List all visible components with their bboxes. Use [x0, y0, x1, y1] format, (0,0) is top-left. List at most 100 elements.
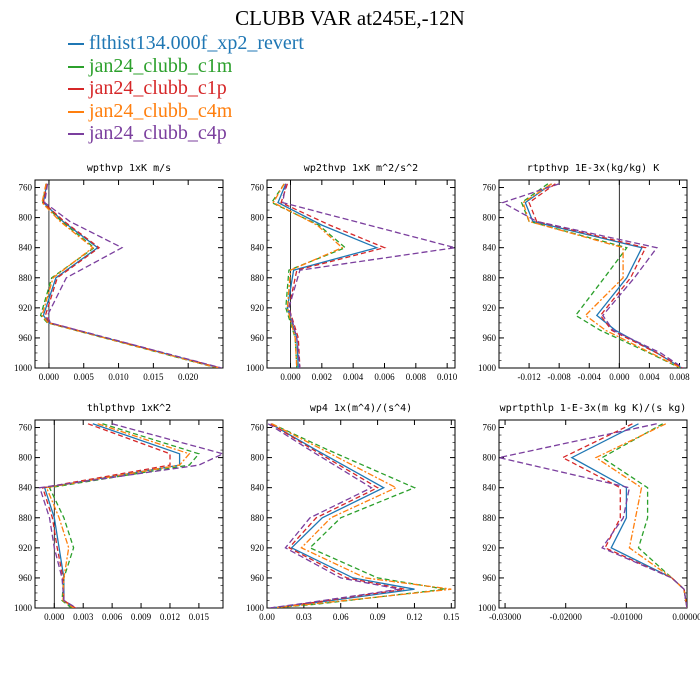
- series-line-c2: [270, 183, 347, 368]
- y-tick-label: 760: [483, 183, 497, 193]
- x-tick-label: 0.010: [108, 372, 129, 382]
- legend-label: jan24_clubb_c1p: [89, 77, 227, 99]
- chart-panel: thlpthvp 1xK^2 760 800 840 880 920 960 1000 0.00…: [14, 403, 224, 622]
- chart-panel: wpthvp 1xK m/s 760 800 840 880 920 960 1000 0.00…: [14, 163, 224, 382]
- y-tick-label: 840: [483, 483, 497, 493]
- y-tick-label: 800: [251, 213, 265, 223]
- y-tick-label: 920: [251, 303, 265, 313]
- legend-item: flthist134.000f_xp2_revert: [68, 32, 304, 55]
- series-line-c3: [270, 423, 405, 608]
- y-tick-label: 760: [251, 423, 265, 433]
- series-line-c5: [43, 183, 222, 368]
- x-tick-label: 0.004: [639, 372, 660, 382]
- series-line-c4: [522, 183, 682, 368]
- chart-title: wp2thvp 1xK m^2/s^2: [304, 163, 418, 174]
- plot-frame: [498, 179, 688, 369]
- chart-panel: rtpthvp 1E-3x(kg/kg) K 760 800 840 880 920 960…: [478, 163, 690, 382]
- y-tick-label: 800: [251, 453, 265, 463]
- chart-title: thlpthvp 1xK^2: [87, 403, 171, 414]
- chart-title: wprtpthlp 1-E-3x(m kg K)/(s kg): [500, 403, 687, 414]
- legend-item: jan24_clubb_c4p: [68, 122, 304, 145]
- x-tick-label: 0.020: [178, 372, 199, 382]
- series-line-c5: [281, 183, 455, 368]
- y-tick-label: 880: [251, 513, 265, 523]
- x-tick-label: 0.000: [609, 372, 630, 382]
- plot-frame: [266, 419, 456, 609]
- page-title: CLUBB VAR at245E,-12N: [235, 6, 465, 30]
- x-tick-label: 0.002: [312, 372, 332, 382]
- y-tick-label: 880: [483, 273, 497, 283]
- series-line-c2: [39, 183, 218, 368]
- x-tick-label: 0.005: [74, 372, 95, 382]
- x-tick-label: 0.006: [374, 372, 395, 382]
- series-line-c5: [499, 423, 687, 608]
- x-tick-label: 0.004: [343, 372, 364, 382]
- series-line-c2: [48, 423, 201, 608]
- series-line-c1: [43, 423, 181, 608]
- legend-label: jan24_clubb_c4m: [89, 99, 233, 122]
- series-line-c1: [277, 183, 379, 368]
- y-tick-label: 760: [251, 183, 265, 193]
- y-tick-label: 800: [483, 453, 497, 463]
- x-tick-label: 0.03: [296, 612, 312, 622]
- legend-swatch: [68, 88, 84, 91]
- y-tick-label: 960: [19, 573, 33, 583]
- x-tick-label: 0.00000: [672, 612, 700, 622]
- legend-label: jan24_clubb_c4p: [89, 122, 227, 144]
- x-tick-label: -0.01000: [610, 612, 643, 622]
- series-line-c4: [272, 183, 344, 368]
- y-tick-label: 920: [19, 543, 33, 553]
- legend-item: jan24_clubb_c4m: [68, 100, 304, 123]
- y-tick-label: 760: [19, 183, 33, 193]
- series-line-c3: [561, 423, 687, 608]
- legend-swatch: [68, 65, 84, 68]
- y-tick-label: 840: [251, 483, 265, 493]
- series-line-c5: [38, 423, 223, 608]
- y-tick-label: 880: [483, 513, 497, 523]
- x-tick-label: -0.02000: [550, 612, 583, 622]
- y-tick-label: 840: [251, 243, 265, 253]
- x-tick-label: 0.009: [131, 612, 152, 622]
- series-line-c3: [280, 183, 387, 368]
- y-tick-label: 840: [483, 243, 497, 253]
- plot-frame: [266, 179, 456, 369]
- series-line-c3: [41, 423, 171, 608]
- y-tick-label: 800: [483, 213, 497, 223]
- x-tick-label: 0.00: [259, 612, 275, 622]
- y-tick-label: 1000: [478, 363, 497, 373]
- x-tick-label: 0.15: [443, 612, 459, 622]
- y-tick-label: 960: [251, 333, 265, 343]
- series-line-c3: [528, 183, 683, 368]
- y-tick-label: 1000: [246, 363, 265, 373]
- series-line-c5: [501, 183, 684, 368]
- x-tick-label: 0.010: [437, 372, 458, 382]
- y-tick-label: 960: [251, 573, 265, 583]
- chart-title: wp4 1x(m^4)/(s^4): [310, 403, 412, 414]
- series-line-c2: [520, 183, 681, 368]
- legend-swatch: [68, 43, 84, 46]
- y-tick-label: 880: [19, 513, 33, 523]
- plot-frame: [34, 419, 224, 609]
- legend-label: jan24_clubb_c1m: [89, 54, 233, 77]
- series-line-c4: [45, 423, 191, 608]
- chart-panel: wp2thvp 1xK m^2/s^2 760 800 840 880 920 960 100…: [246, 163, 458, 382]
- plot-frame: [498, 419, 688, 609]
- legend-label: flthist134.000f_xp2_revert: [89, 32, 304, 54]
- x-tick-label: -0.008: [548, 372, 572, 382]
- x-tick-label: 0.015: [143, 372, 164, 382]
- y-tick-label: 1000: [478, 603, 497, 613]
- chart-title: wpthvp 1xK m/s: [87, 163, 171, 174]
- x-tick-label: -0.012: [517, 372, 540, 382]
- legend-swatch: [68, 110, 84, 113]
- y-tick-label: 800: [19, 453, 33, 463]
- x-tick-label: 0.09: [370, 612, 386, 622]
- y-tick-label: 880: [251, 273, 265, 283]
- y-tick-label: 760: [19, 423, 33, 433]
- x-tick-label: 0.000: [280, 372, 301, 382]
- x-tick-label: 0.008: [669, 372, 690, 382]
- x-tick-label: 0.000: [39, 372, 60, 382]
- y-tick-label: 840: [19, 483, 33, 493]
- x-tick-label: 0.015: [189, 612, 210, 622]
- y-tick-label: 920: [483, 543, 497, 553]
- y-tick-label: 880: [19, 273, 33, 283]
